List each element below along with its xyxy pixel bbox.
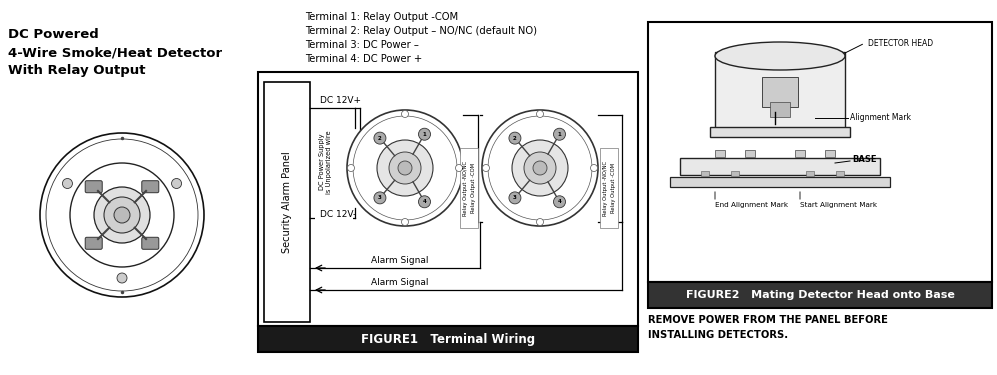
Bar (795, 150, 805, 157)
Circle shape (536, 219, 543, 225)
Text: Terminal 2: Relay Output – NO/NC (default NO): Terminal 2: Relay Output – NO/NC (defaul… (305, 26, 537, 36)
Bar (770, 102, 790, 117)
Text: Relay Output -NO/NC: Relay Output -NO/NC (602, 160, 607, 216)
Circle shape (456, 165, 463, 171)
Text: End Alignment Mark: End Alignment Mark (715, 202, 788, 208)
Bar (806, 171, 814, 176)
Text: FIGURE2   Mating Detector Head onto Base: FIGURE2 Mating Detector Head onto Base (686, 290, 954, 300)
Bar (731, 171, 739, 176)
Circle shape (117, 273, 127, 283)
Text: 4-Wire Smoke/Heat Detector: 4-Wire Smoke/Heat Detector (8, 46, 222, 59)
Circle shape (590, 165, 597, 171)
Text: Start Alignment Mark: Start Alignment Mark (800, 202, 877, 208)
Bar (715, 52, 845, 130)
Text: Alarm Signal: Alarm Signal (371, 278, 429, 287)
Circle shape (524, 152, 556, 184)
FancyBboxPatch shape (85, 181, 103, 193)
Bar (258, 326, 638, 352)
Circle shape (377, 140, 433, 196)
Text: Alarm Signal: Alarm Signal (371, 256, 429, 265)
Text: 2: 2 (378, 136, 382, 141)
Circle shape (389, 152, 421, 184)
Bar (315, 112, 353, 220)
Text: Relay Output -NO/NC: Relay Output -NO/NC (463, 160, 468, 216)
Bar (648, 282, 992, 308)
Text: REMOVE POWER FROM THE PANEL BEFORE
INSTALLING DETECTORS.: REMOVE POWER FROM THE PANEL BEFORE INSTA… (648, 315, 888, 340)
Bar (715, 150, 725, 157)
Bar (825, 150, 835, 157)
Bar (670, 177, 890, 187)
Text: BASE: BASE (852, 156, 876, 165)
Circle shape (508, 192, 520, 204)
Circle shape (482, 110, 598, 226)
Circle shape (536, 111, 543, 117)
Text: 4: 4 (557, 199, 561, 204)
Circle shape (374, 192, 386, 204)
Ellipse shape (715, 42, 845, 70)
Circle shape (553, 196, 565, 208)
Text: Relay Output -COM: Relay Output -COM (610, 163, 615, 213)
Text: DETECTOR HEAD: DETECTOR HEAD (868, 39, 933, 48)
Text: 1: 1 (557, 132, 561, 137)
Bar (701, 171, 709, 176)
Bar (258, 72, 638, 326)
Bar (648, 22, 992, 282)
Circle shape (347, 110, 463, 226)
Text: DC 12V+: DC 12V+ (320, 96, 361, 105)
Bar (264, 82, 310, 322)
Text: 3: 3 (378, 195, 382, 200)
Circle shape (353, 116, 457, 220)
Circle shape (419, 128, 431, 140)
Circle shape (46, 139, 198, 291)
Bar (762, 77, 798, 107)
Circle shape (398, 161, 412, 175)
Text: Terminal 3: DC Power –: Terminal 3: DC Power – (305, 40, 419, 50)
Text: Alignment Mark: Alignment Mark (850, 114, 911, 123)
Bar (710, 127, 850, 137)
Bar (600, 148, 618, 228)
Text: Relay Output -COM: Relay Output -COM (471, 163, 476, 213)
Bar (460, 148, 478, 228)
Circle shape (483, 165, 490, 171)
Text: DC 12V-: DC 12V- (320, 210, 356, 219)
Bar (836, 171, 844, 176)
Circle shape (419, 196, 431, 208)
Circle shape (70, 163, 174, 267)
Text: DC Powered: DC Powered (8, 28, 99, 41)
Circle shape (374, 132, 386, 144)
Circle shape (114, 207, 130, 223)
Text: 2: 2 (513, 136, 516, 141)
Text: 3: 3 (513, 195, 516, 200)
Circle shape (171, 178, 181, 189)
Circle shape (533, 161, 547, 175)
Bar (745, 150, 755, 157)
Circle shape (40, 133, 204, 297)
Circle shape (104, 197, 140, 233)
Circle shape (63, 178, 73, 189)
Text: With Relay Output: With Relay Output (8, 64, 146, 77)
Circle shape (488, 116, 592, 220)
Text: FIGURE1   Terminal Wiring: FIGURE1 Terminal Wiring (361, 333, 535, 345)
Text: Terminal 4: DC Power +: Terminal 4: DC Power + (305, 54, 423, 64)
FancyBboxPatch shape (85, 237, 103, 249)
Bar (680, 158, 880, 175)
Text: 4: 4 (423, 199, 427, 204)
FancyBboxPatch shape (142, 237, 159, 249)
Circle shape (402, 219, 409, 225)
Circle shape (512, 140, 568, 196)
Circle shape (402, 111, 409, 117)
Circle shape (348, 165, 355, 171)
FancyBboxPatch shape (142, 181, 159, 193)
Text: Security Alarm Panel: Security Alarm Panel (282, 151, 292, 253)
Text: DC Power Supply
is Unpolarized wire: DC Power Supply is Unpolarized wire (318, 130, 331, 194)
Text: Terminal 1: Relay Output -COM: Terminal 1: Relay Output -COM (305, 12, 459, 22)
Circle shape (553, 128, 565, 140)
Text: 1: 1 (423, 132, 427, 137)
Circle shape (94, 187, 150, 243)
Circle shape (508, 132, 520, 144)
